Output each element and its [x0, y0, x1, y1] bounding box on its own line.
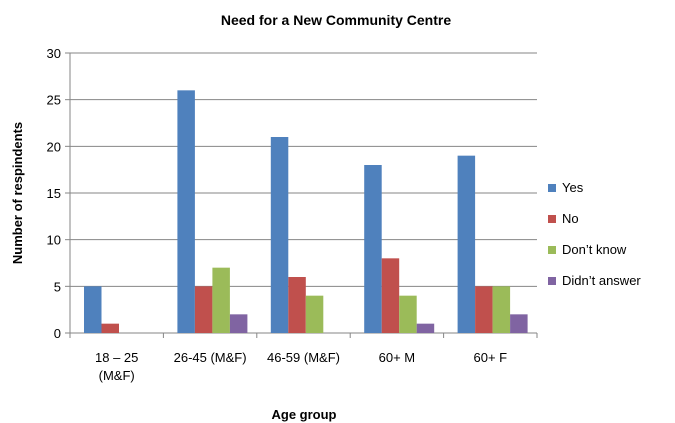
y-tick-label: 10 [47, 233, 61, 248]
bar-no-2 [288, 277, 306, 333]
bar-yes-3 [364, 165, 382, 333]
legend-label: Yes [562, 180, 584, 195]
bar-yes-0 [84, 286, 102, 333]
x-tick-label: 46-59 (M&F) [267, 350, 340, 365]
legend: Yes No Don’t know Didn’t answer [548, 180, 641, 288]
bar-no-1 [194, 286, 213, 333]
x-tick-label: 26-45 (M&F) [174, 350, 247, 365]
legend-swatch [548, 277, 556, 285]
legend-label: Didn’t answer [562, 273, 641, 288]
x-tick-labels: 18 – 25 (M&F) 26-45 (M&F) 46-59 (M&F) 60+ M 6… [95, 350, 507, 383]
y-tick-label: 25 [47, 93, 61, 108]
legend-swatch [548, 215, 556, 223]
bar-no-4 [475, 286, 493, 333]
bars [84, 90, 528, 333]
bar-yes-1 [177, 90, 195, 333]
legend-label: Don’t know [562, 242, 627, 257]
legend-label: No [562, 211, 579, 226]
y-axis-title: Number of respindents [10, 122, 25, 264]
bar-yes-2 [270, 137, 289, 333]
bar-don-t-know-1 [212, 267, 230, 333]
chart-title: Need for a New Community Centre [221, 12, 451, 28]
legend-swatch [548, 246, 556, 254]
y-tick-label: 15 [47, 186, 61, 201]
x-tick-label: 60+ F [473, 350, 507, 365]
bar-didn-t-answer-3 [416, 323, 435, 333]
x-axis-title: Age group [272, 407, 337, 422]
bar-don-t-know-3 [399, 295, 417, 333]
bar-didn-t-answer-4 [510, 314, 528, 333]
bar-didn-t-answer-1 [229, 314, 248, 333]
y-tick-label: 0 [54, 326, 61, 341]
bar-don-t-know-2 [305, 295, 324, 333]
y-tick-labels: 0 5 10 15 20 25 30 [47, 46, 61, 341]
bar-yes-4 [457, 155, 476, 333]
bar-don-t-know-4 [492, 286, 511, 333]
y-tick-label: 5 [54, 279, 61, 294]
bar-no-3 [381, 258, 400, 333]
bar-no-0 [101, 323, 119, 333]
x-tick-label: 60+ M [379, 350, 416, 365]
x-tick-label: 18 – 25 (M&F) [95, 350, 138, 383]
y-tick-label: 30 [47, 46, 61, 61]
y-tick-label: 20 [47, 139, 61, 154]
legend-swatch [548, 184, 556, 192]
